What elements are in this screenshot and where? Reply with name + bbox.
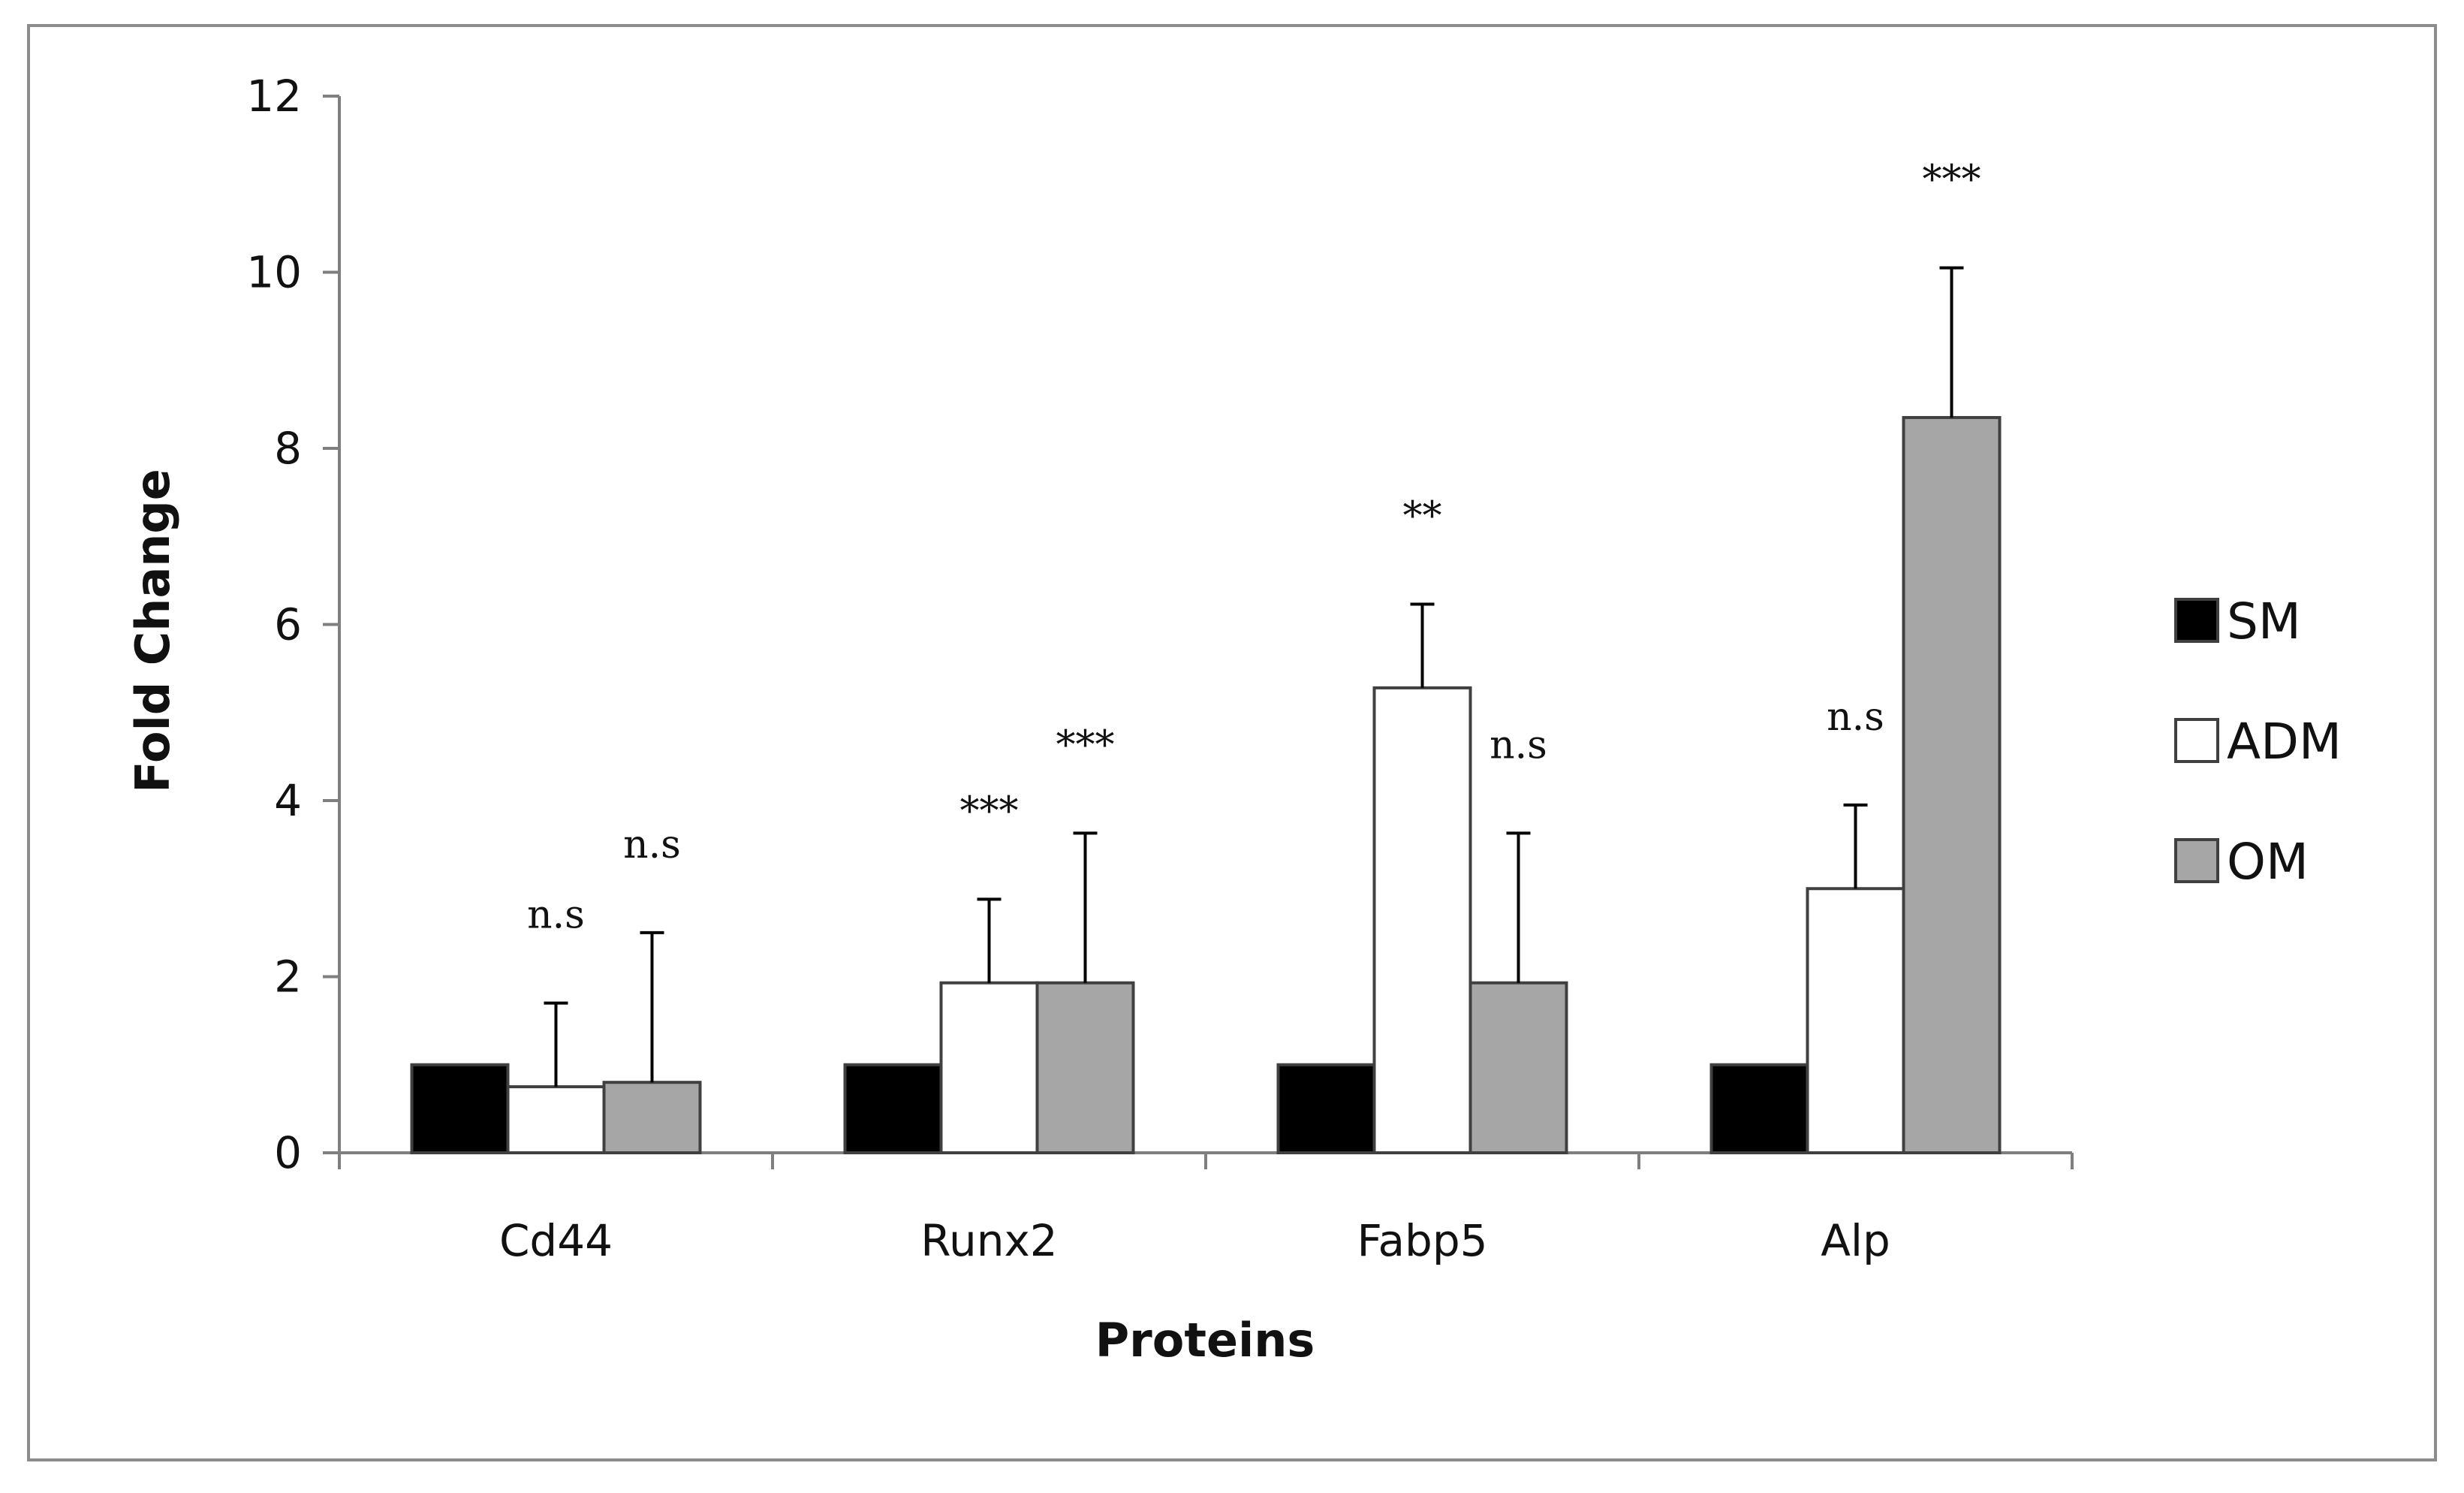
bar-om-alp — [1902, 415, 2002, 1154]
legend-swatch-adm — [2174, 718, 2219, 763]
legend-label-adm: ADM — [2227, 713, 2342, 771]
significance-label: n.s — [527, 893, 585, 938]
legend-label-om: OM — [2227, 833, 2309, 891]
significance-label: n.s — [1490, 722, 1547, 768]
x-tick-label: Cd44 — [499, 1215, 613, 1266]
bar-sm-fabp5 — [1276, 1063, 1376, 1154]
legend-swatch-om — [2174, 838, 2219, 883]
y-tick-label: 10 — [246, 247, 302, 298]
bar-om-fabp5 — [1468, 981, 1568, 1155]
y-tick-label: 2 — [274, 952, 302, 1003]
x-tick-label: Fabp5 — [1357, 1215, 1487, 1266]
y-tick-label: 6 — [274, 599, 302, 650]
bar-adm-runx2 — [939, 981, 1039, 1155]
y-tick-label: 8 — [274, 423, 302, 474]
y-tick-label: 12 — [246, 71, 302, 122]
significance-label: ** — [1403, 494, 1442, 539]
bar-adm-alp — [1806, 887, 1905, 1154]
chart-frame — [27, 24, 2437, 1461]
legend-swatch-sm — [2174, 598, 2219, 643]
x-axis-title: Proteins — [1095, 1313, 1315, 1368]
significance-label: *** — [1056, 722, 1115, 768]
x-tick-label: Runx2 — [920, 1215, 1057, 1266]
bar-adm-cd44 — [506, 1085, 606, 1154]
y-axis-title: Fold Change — [125, 469, 180, 793]
y-tick-label: 4 — [274, 775, 302, 826]
legend-label-sm: SM — [2227, 593, 2301, 650]
bar-sm-alp — [1709, 1063, 1809, 1154]
bar-om-cd44 — [602, 1081, 702, 1154]
bar-om-runx2 — [1035, 981, 1135, 1155]
significance-label: n.s — [623, 822, 681, 867]
y-tick-label: 0 — [274, 1127, 302, 1178]
bar-adm-fabp5 — [1372, 686, 1472, 1154]
x-tick-label: Alp — [1821, 1215, 1890, 1266]
significance-label: *** — [960, 789, 1019, 834]
significance-label: n.s — [1827, 695, 1884, 740]
significance-label: *** — [1923, 158, 1981, 203]
bar-sm-cd44 — [410, 1063, 510, 1154]
bar-sm-runx2 — [843, 1063, 943, 1154]
